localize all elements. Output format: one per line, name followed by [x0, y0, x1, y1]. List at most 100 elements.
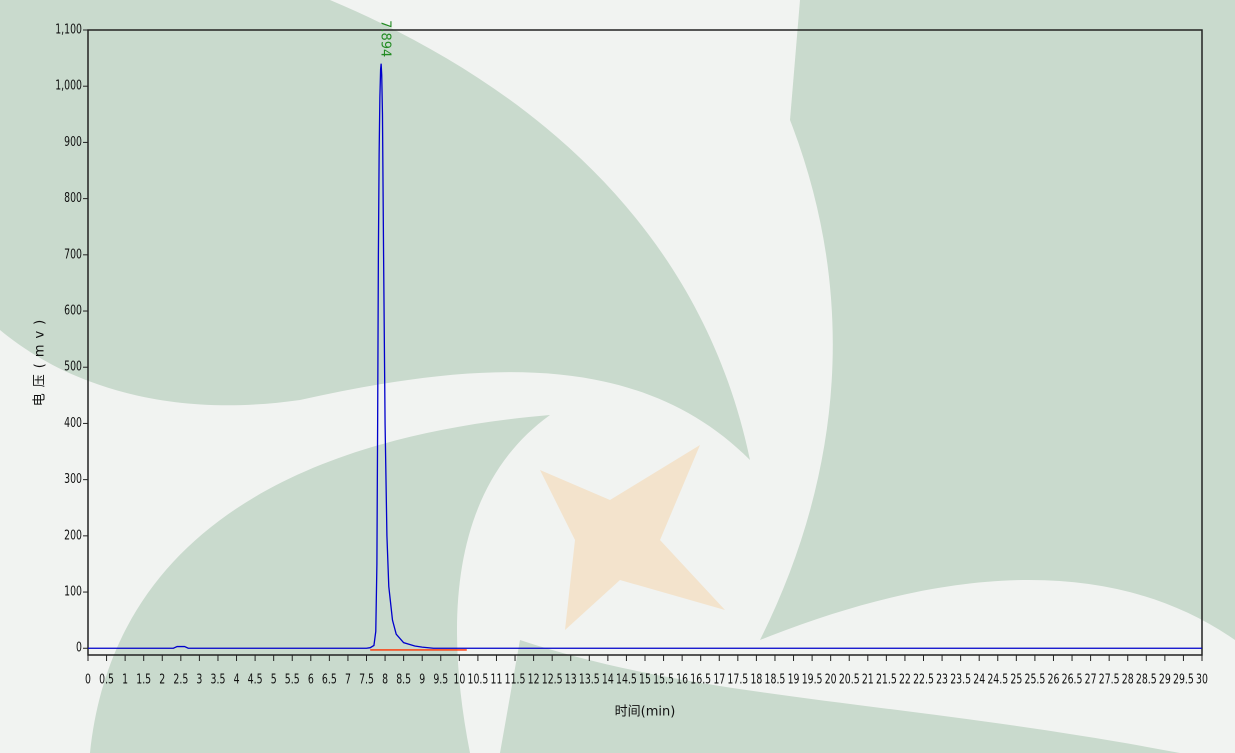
- x-tick-group: 16: [676, 671, 688, 687]
- x-tick-group: 18.5: [765, 671, 786, 687]
- x-tick-label: 7.5: [359, 671, 374, 687]
- x-tick-group: 12: [528, 671, 540, 687]
- x-tick-group: 1: [122, 671, 128, 687]
- x-tick-label: 15: [639, 671, 651, 687]
- x-tick-group: 21: [862, 671, 874, 687]
- x-tick-group: 13: [565, 671, 577, 687]
- x-tick-label: 19: [788, 671, 800, 687]
- x-tick-label: 0.5: [99, 671, 114, 687]
- x-tick-group: 23.5: [950, 671, 971, 687]
- x-tick-group: 4.5: [248, 671, 263, 687]
- x-tick-label: 12.5: [542, 671, 563, 687]
- x-tick-group: 5: [271, 671, 277, 687]
- y-tick-group: 1,100: [55, 21, 82, 37]
- x-tick-group: 0: [85, 671, 91, 687]
- x-tick-group: 0.5: [99, 671, 114, 687]
- x-tick-group: 7: [345, 671, 351, 687]
- x-tick-group: 6.5: [322, 671, 337, 687]
- x-tick-label: 25.5: [1024, 671, 1045, 687]
- x-tick-label: 19.5: [802, 671, 823, 687]
- x-tick-label: 29.5: [1173, 671, 1194, 687]
- y-tick-label: 100: [64, 583, 82, 599]
- y-tick-group: 400: [64, 414, 82, 430]
- x-tick-group: 25.5: [1024, 671, 1045, 687]
- y-tick-label: 600: [64, 302, 82, 318]
- y-tick-group: 900: [64, 133, 82, 149]
- x-tick-label: 18.5: [765, 671, 786, 687]
- x-tick-label: 27.5: [1099, 671, 1120, 687]
- x-tick-group: 16.5: [690, 671, 711, 687]
- x-tick-label: 21: [862, 671, 874, 687]
- y-tick-label: 1,000: [55, 77, 82, 93]
- x-tick-group: 24: [973, 671, 985, 687]
- x-tick-group: 4: [234, 671, 240, 687]
- x-tick-group: 24.5: [987, 671, 1008, 687]
- x-tick-label: 13.5: [579, 671, 600, 687]
- x-tick-label: 3: [196, 671, 202, 687]
- x-tick-group: 27: [1085, 671, 1097, 687]
- x-tick-group: 18: [750, 671, 762, 687]
- series-line: [88, 63, 1202, 649]
- x-tick-group: 30: [1196, 671, 1208, 687]
- x-tick-label: 6.5: [322, 671, 337, 687]
- y-tick-label: 1,100: [55, 21, 82, 37]
- x-tick-label: 0: [85, 671, 91, 687]
- x-tick-group: 27.5: [1099, 671, 1120, 687]
- x-tick-group: 15.5: [653, 671, 674, 687]
- x-tick-group: 11.5: [505, 671, 526, 687]
- x-tick-label: 22: [899, 671, 911, 687]
- x-tick-group: 8: [382, 671, 388, 687]
- y-tick-label: 500: [64, 358, 82, 374]
- x-tick-group: 15: [639, 671, 651, 687]
- y-tick-label: 900: [64, 133, 82, 149]
- x-tick-label: 14.5: [616, 671, 637, 687]
- x-tick-group: 5.5: [285, 671, 300, 687]
- x-tick-label: 27: [1085, 671, 1097, 687]
- x-tick-group: 14: [602, 671, 614, 687]
- x-tick-label: 26: [1048, 671, 1060, 687]
- x-tick-label: 16.5: [690, 671, 711, 687]
- x-tick-group: 28.5: [1136, 671, 1157, 687]
- y-tick-label: 800: [64, 189, 82, 205]
- x-tick-group: 14.5: [616, 671, 637, 687]
- y-tick-group: 0: [76, 639, 82, 655]
- x-tick-label: 10.5: [467, 671, 488, 687]
- x-tick-label: 23.5: [950, 671, 971, 687]
- x-tick-group: 20: [825, 671, 837, 687]
- x-tick-label: 21.5: [876, 671, 897, 687]
- peak-label: 7.894: [378, 20, 393, 57]
- x-tick-label: 8.5: [396, 671, 411, 687]
- x-tick-group: 13.5: [579, 671, 600, 687]
- x-tick-group: 21.5: [876, 671, 897, 687]
- y-tick-label: 0: [76, 639, 82, 655]
- x-tick-label: 4: [234, 671, 240, 687]
- x-axis-label: 时间(min): [615, 705, 676, 720]
- x-tick-label: 17: [713, 671, 725, 687]
- x-tick-label: 2.5: [173, 671, 188, 687]
- x-tick-label: 16: [676, 671, 688, 687]
- x-tick-group: 26: [1048, 671, 1060, 687]
- x-tick-group: 9.5: [433, 671, 448, 687]
- x-tick-group: 23: [936, 671, 948, 687]
- x-tick-group: 20.5: [839, 671, 860, 687]
- x-tick-label: 6: [308, 671, 314, 687]
- y-tick-group: 500: [64, 358, 82, 374]
- x-tick-label: 11: [491, 671, 503, 687]
- x-tick-label: 23: [936, 671, 948, 687]
- x-tick-label: 28.5: [1136, 671, 1157, 687]
- x-tick-label: 11.5: [505, 671, 526, 687]
- x-tick-group: 10.5: [467, 671, 488, 687]
- x-tick-group: 11: [491, 671, 503, 687]
- x-tick-label: 4.5: [248, 671, 263, 687]
- x-tick-label: 1: [122, 671, 128, 687]
- x-tick-label: 17.5: [727, 671, 748, 687]
- x-tick-label: 5: [271, 671, 277, 687]
- x-tick-label: 7: [345, 671, 351, 687]
- y-tick-group: 700: [64, 246, 82, 262]
- x-tick-label: 24: [973, 671, 985, 687]
- x-tick-label: 2: [159, 671, 165, 687]
- x-tick-label: 8: [382, 671, 388, 687]
